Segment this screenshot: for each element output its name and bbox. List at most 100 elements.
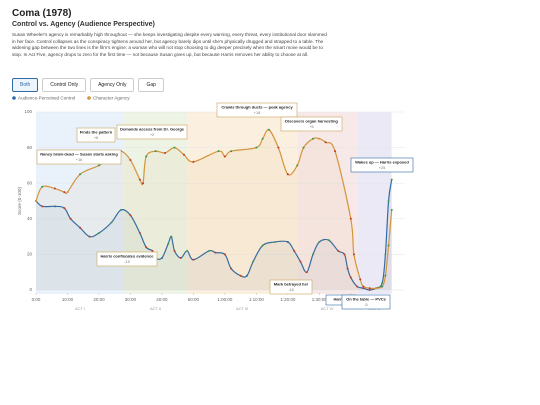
data-point: [368, 289, 371, 291]
y-tick-label: 100: [24, 109, 32, 114]
data-point: [223, 155, 226, 158]
data-point: [277, 146, 280, 149]
data-point: [41, 185, 44, 188]
description: Susan Wheeler's agency is remarkably hig…: [12, 32, 327, 57]
annotation-title: Finds the pattern: [80, 130, 113, 135]
data-point: [182, 153, 185, 156]
x-tick-label: 40:00: [156, 297, 168, 302]
annotation-box: [341, 294, 391, 310]
data-point: [217, 150, 220, 153]
data-point: [97, 164, 100, 167]
data-point: [230, 150, 233, 153]
data-point: [53, 205, 56, 208]
annotation-delta: -5: [364, 303, 367, 307]
data-point: [245, 274, 248, 277]
data-point: [88, 235, 91, 238]
annotation-delta: +16: [76, 158, 82, 162]
data-point: [97, 232, 100, 235]
legend-swatch: [12, 96, 16, 100]
data-point: [261, 137, 264, 140]
toggle-button[interactable]: Agency Only: [90, 78, 135, 92]
annotation-title: Nancy brain-dead — Susan starts asking: [40, 152, 118, 157]
annotation-title: On the table — PVCs: [346, 297, 387, 302]
annotation-title: Demands access from Dr. George: [120, 127, 185, 132]
data-point: [302, 146, 305, 149]
data-point: [66, 191, 69, 194]
x-tick-label: 1:20:00: [280, 297, 296, 302]
x-tick-label: 20:00: [93, 297, 105, 302]
annotation-delta: +2: [150, 133, 154, 137]
act-band: [187, 112, 298, 294]
y-tick-label: 40: [27, 216, 33, 221]
legend-label: Character Agency: [93, 96, 130, 101]
data-point: [356, 285, 359, 288]
data-point: [138, 232, 141, 235]
data-point: [312, 253, 315, 256]
toggle-button[interactable]: Both: [12, 78, 39, 92]
data-point: [255, 146, 258, 149]
annotation-box: [280, 116, 343, 132]
data-point: [390, 178, 393, 181]
data-point: [374, 287, 377, 290]
legend-swatch: [87, 96, 91, 100]
data-point: [286, 240, 289, 243]
data-point: [230, 267, 233, 270]
x-tick-label: 1:00:00: [217, 297, 233, 302]
annotation-delta: -16: [288, 288, 294, 292]
data-point: [179, 256, 182, 259]
data-point: [359, 278, 362, 281]
data-point: [239, 274, 242, 277]
annotation-delta: +25: [379, 166, 385, 170]
act-label: ACT I: [75, 306, 85, 311]
data-point: [142, 182, 145, 185]
annotation-delta: -15: [124, 260, 130, 264]
act-band: [357, 112, 392, 294]
toggle-group: Both Control Only Agency Only Gap: [12, 78, 164, 92]
annotation-title: Harris d: [333, 297, 349, 302]
data-point: [173, 146, 176, 149]
header: Coma (1978) Control vs. Agency (Audience…: [12, 8, 327, 58]
data-point: [69, 217, 72, 220]
data-point: [305, 271, 308, 274]
title: Coma (1978): [12, 8, 72, 19]
annotation-delta: +5: [309, 125, 313, 129]
x-tick-label: 10:00: [62, 297, 74, 302]
data-point: [318, 137, 321, 140]
data-point: [349, 217, 352, 220]
data-point: [164, 151, 167, 154]
x-tick-label: 1:30:00: [312, 297, 328, 302]
y-tick-label: 0: [29, 287, 32, 292]
annotation-title: Crawls through ducts — peak agency: [221, 105, 293, 110]
data-point: [53, 187, 56, 190]
data-point: [35, 200, 37, 202]
series-area: [36, 129, 392, 290]
data-point: [173, 249, 176, 252]
data-point: [381, 281, 384, 284]
data-point: [145, 155, 148, 158]
data-point: [362, 287, 365, 290]
data-point: [167, 242, 170, 245]
data-point: [138, 178, 141, 181]
data-point: [119, 208, 122, 211]
data-point: [387, 244, 390, 247]
data-point: [384, 274, 387, 277]
data-point: [110, 221, 113, 224]
data-point: [349, 276, 352, 279]
data-point: [214, 251, 217, 254]
data-point: [352, 253, 355, 256]
x-tick-label: 0:00: [32, 297, 41, 302]
data-point: [368, 287, 371, 290]
annotation-box: [216, 102, 298, 118]
data-point: [312, 137, 315, 140]
annotation-title: Mark betrayed her: [274, 282, 309, 287]
toggle-button[interactable]: Control Only: [42, 78, 87, 92]
data-point: [186, 249, 189, 252]
data-point: [170, 235, 173, 238]
data-point: [296, 164, 299, 167]
data-point: [274, 240, 277, 243]
data-point: [362, 285, 365, 288]
act-label: ACT IV: [321, 306, 334, 311]
toggle-button[interactable]: Gap: [138, 78, 164, 92]
